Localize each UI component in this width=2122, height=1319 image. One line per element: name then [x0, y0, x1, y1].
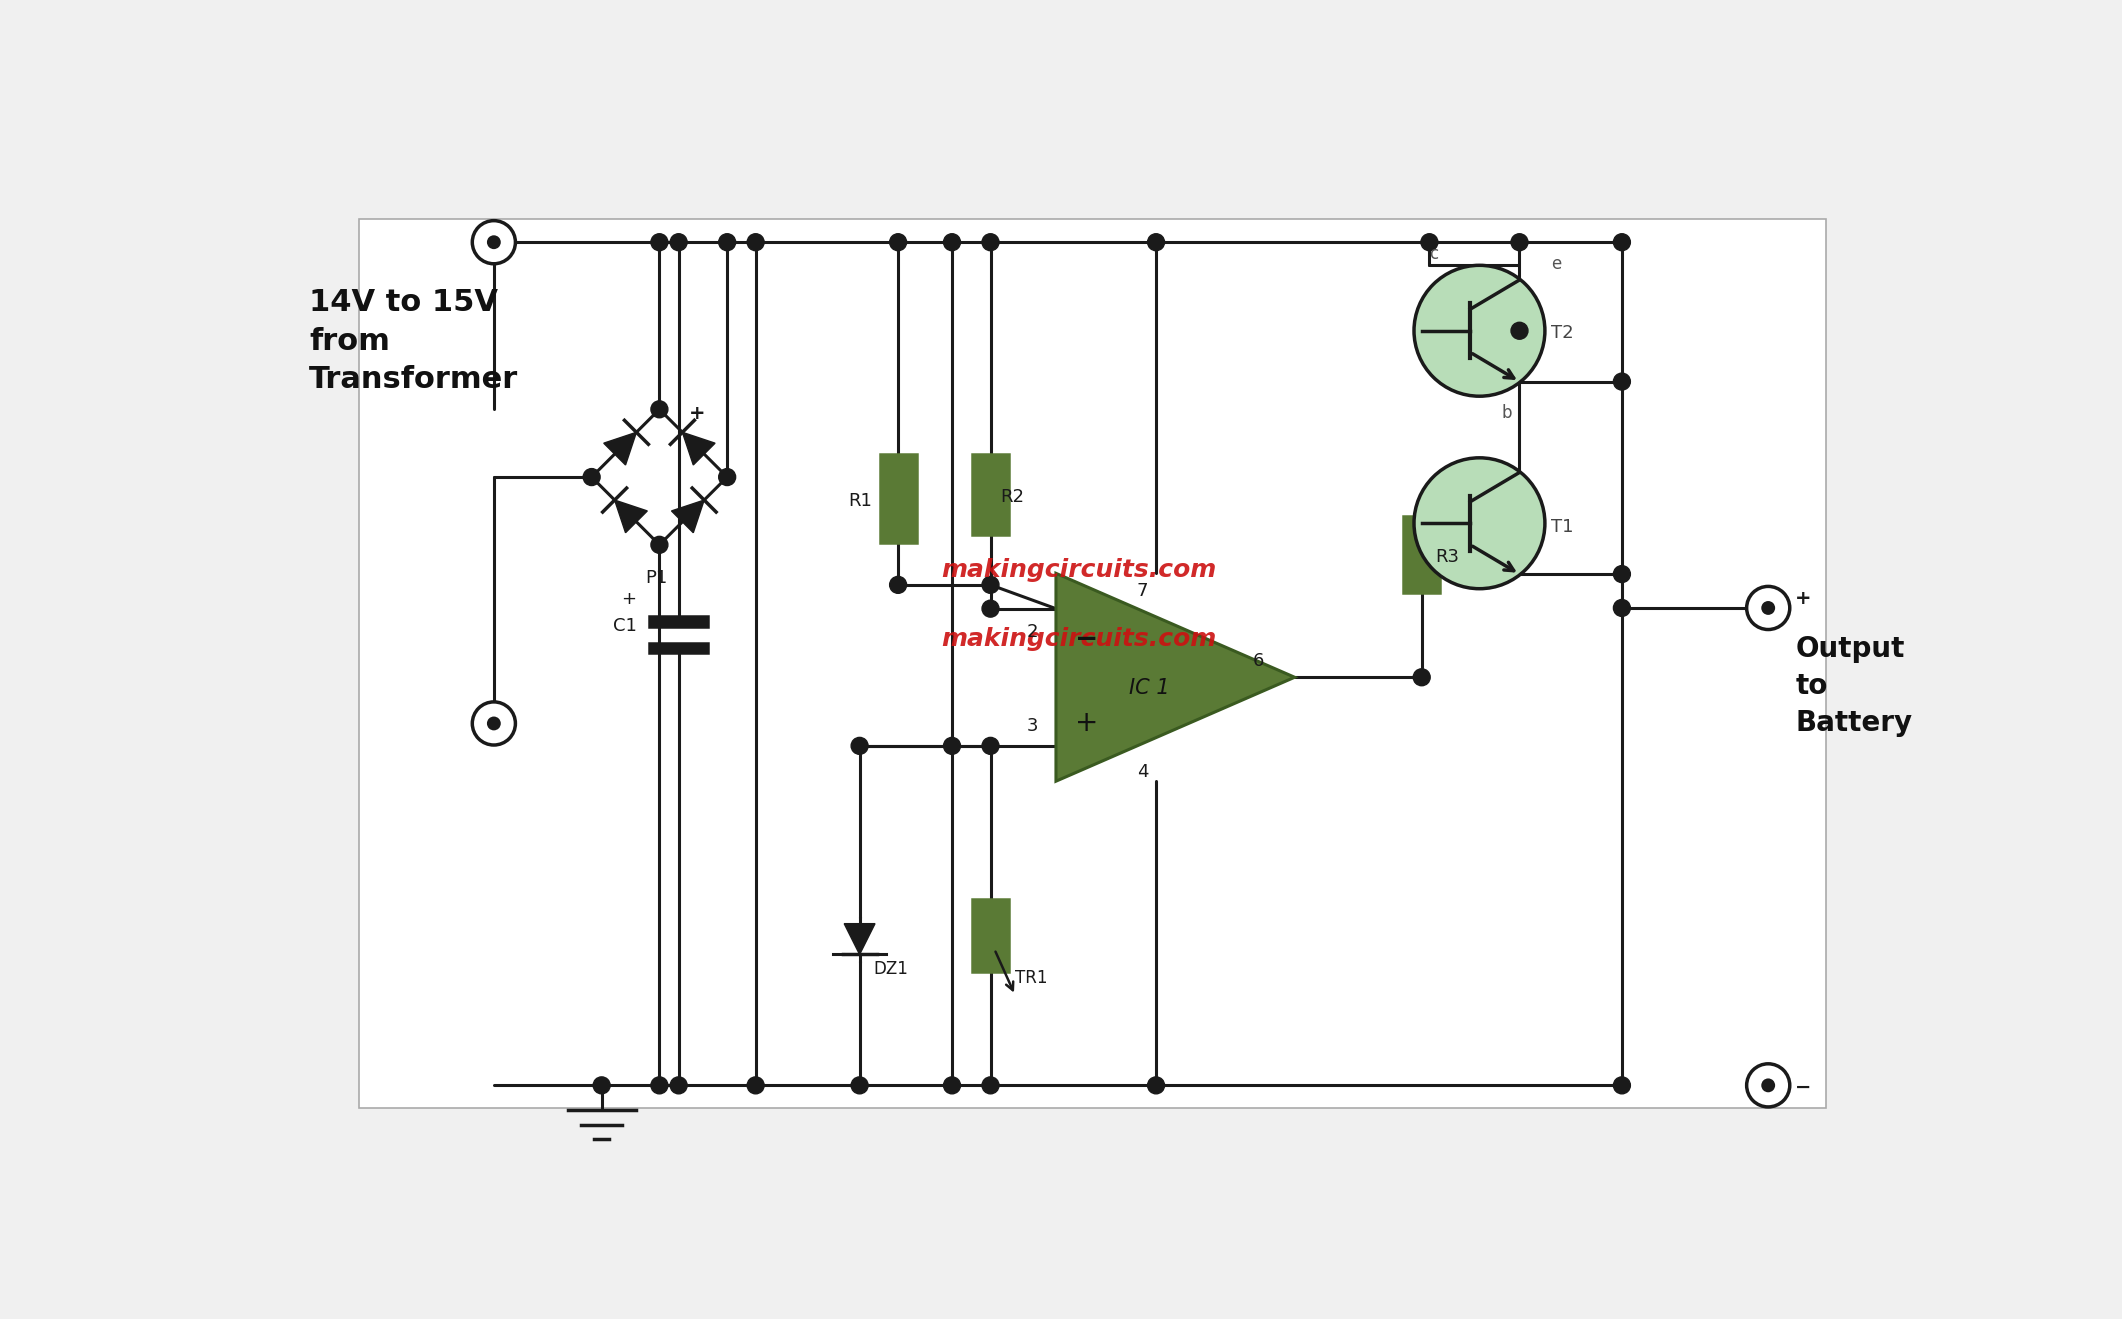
- Text: T1: T1: [1551, 518, 1575, 537]
- Circle shape: [944, 233, 961, 251]
- Circle shape: [651, 1076, 668, 1093]
- Text: makingcircuits.com: makingcircuits.com: [942, 628, 1216, 652]
- Circle shape: [982, 1076, 999, 1093]
- Bar: [881, 454, 917, 542]
- Circle shape: [1746, 1064, 1789, 1107]
- Text: 6: 6: [1252, 652, 1265, 670]
- Circle shape: [747, 1076, 764, 1093]
- Circle shape: [584, 468, 601, 485]
- Circle shape: [719, 468, 736, 485]
- Circle shape: [1761, 1079, 1776, 1092]
- Bar: [972, 898, 1008, 972]
- Circle shape: [486, 716, 501, 731]
- Circle shape: [889, 233, 906, 251]
- Circle shape: [1613, 1076, 1630, 1093]
- Circle shape: [671, 1076, 688, 1093]
- Text: +: +: [1795, 590, 1812, 608]
- Circle shape: [1148, 233, 1165, 251]
- Polygon shape: [1057, 574, 1294, 781]
- Circle shape: [1613, 566, 1630, 583]
- Circle shape: [651, 233, 668, 251]
- Text: −: −: [1795, 1078, 1812, 1097]
- Circle shape: [1413, 265, 1545, 396]
- Polygon shape: [845, 923, 874, 955]
- Bar: [972, 454, 1008, 534]
- Text: IC 1: IC 1: [1129, 678, 1169, 698]
- Text: 4: 4: [1137, 764, 1148, 781]
- Text: 2: 2: [1027, 623, 1038, 641]
- Circle shape: [651, 537, 668, 553]
- Circle shape: [1613, 373, 1630, 390]
- Circle shape: [651, 401, 668, 418]
- Text: e: e: [1551, 255, 1562, 273]
- Circle shape: [1746, 587, 1789, 629]
- Circle shape: [982, 600, 999, 617]
- Text: +: +: [1076, 710, 1099, 737]
- Text: c: c: [1430, 245, 1439, 264]
- Text: P1: P1: [645, 570, 668, 587]
- Text: b: b: [1500, 404, 1511, 422]
- Circle shape: [1422, 233, 1439, 251]
- Polygon shape: [605, 433, 637, 466]
- Circle shape: [1511, 233, 1528, 251]
- Circle shape: [594, 1076, 611, 1093]
- Polygon shape: [615, 500, 647, 533]
- Text: +: +: [622, 590, 637, 608]
- Text: T2: T2: [1551, 324, 1575, 343]
- Circle shape: [1413, 458, 1545, 588]
- Circle shape: [982, 233, 999, 251]
- Bar: [649, 616, 709, 628]
- Circle shape: [719, 233, 736, 251]
- Polygon shape: [671, 500, 705, 533]
- Circle shape: [1613, 600, 1630, 616]
- Circle shape: [851, 1076, 868, 1093]
- Text: +: +: [690, 404, 705, 422]
- Bar: [649, 642, 709, 653]
- Text: TR1: TR1: [1014, 969, 1048, 987]
- Circle shape: [1761, 601, 1776, 615]
- Circle shape: [1511, 322, 1528, 339]
- Text: 14V to 15V
from
Transformer: 14V to 15V from Transformer: [310, 289, 518, 394]
- Text: DZ1: DZ1: [874, 960, 908, 977]
- Text: −: −: [1076, 625, 1099, 653]
- Text: C1: C1: [613, 617, 637, 634]
- Text: makingcircuits.com: makingcircuits.com: [942, 558, 1216, 582]
- Circle shape: [944, 737, 961, 754]
- Bar: [359, 219, 1825, 1108]
- Text: 3: 3: [1027, 718, 1038, 735]
- Circle shape: [1413, 669, 1430, 686]
- Circle shape: [671, 233, 688, 251]
- Circle shape: [473, 702, 516, 745]
- Circle shape: [851, 737, 868, 754]
- Text: 7: 7: [1137, 583, 1148, 600]
- Circle shape: [1613, 233, 1630, 251]
- Circle shape: [1148, 1076, 1165, 1093]
- Circle shape: [889, 576, 906, 594]
- Circle shape: [473, 220, 516, 264]
- Text: R2: R2: [999, 488, 1025, 506]
- Circle shape: [982, 737, 999, 754]
- Text: Output
to
Battery: Output to Battery: [1795, 634, 1912, 736]
- Circle shape: [747, 233, 764, 251]
- Circle shape: [982, 576, 999, 594]
- Bar: [1403, 516, 1441, 592]
- Polygon shape: [683, 433, 715, 466]
- Circle shape: [486, 235, 501, 249]
- Text: R1: R1: [849, 492, 872, 510]
- Text: R3: R3: [1437, 547, 1460, 566]
- Circle shape: [944, 1076, 961, 1093]
